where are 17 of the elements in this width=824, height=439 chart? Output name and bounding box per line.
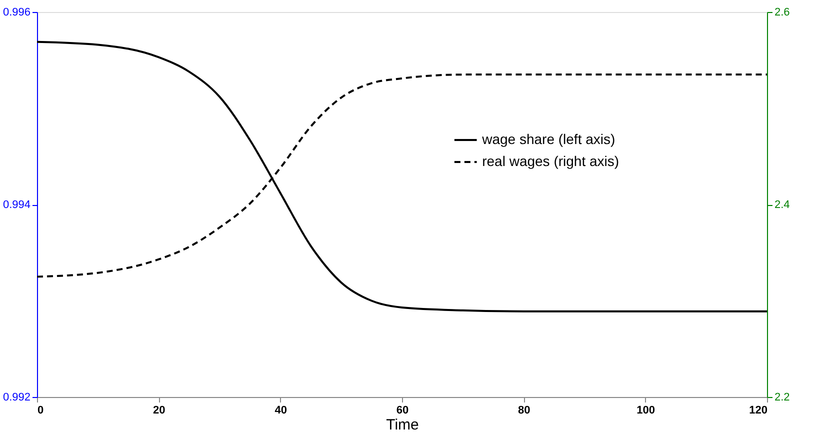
y2-tick-label: 2.6: [774, 6, 790, 18]
x-tick-label: 100: [636, 404, 656, 416]
x-tick-label: 60: [396, 404, 409, 416]
legend-label: wage share (left axis): [481, 131, 616, 147]
x-axis-title: Time: [386, 416, 419, 434]
y2-tick-label: 2.4: [774, 199, 790, 211]
x-tick-label: 0: [38, 404, 44, 416]
y-tick-label: 0.996: [2, 6, 30, 18]
x-tick-label: 20: [153, 404, 166, 416]
y-tick-label: 0.994: [2, 199, 30, 211]
line-series: [36, 40, 768, 312]
x-tick-label: 40: [274, 404, 287, 416]
legend-label: real wages (right axis): [482, 153, 620, 169]
y-tick-label: 0.992: [2, 392, 30, 404]
y2-tick-label: 2.2: [774, 392, 790, 404]
x-tick-label: 120: [749, 404, 768, 416]
x-tick-label: 80: [518, 404, 530, 416]
